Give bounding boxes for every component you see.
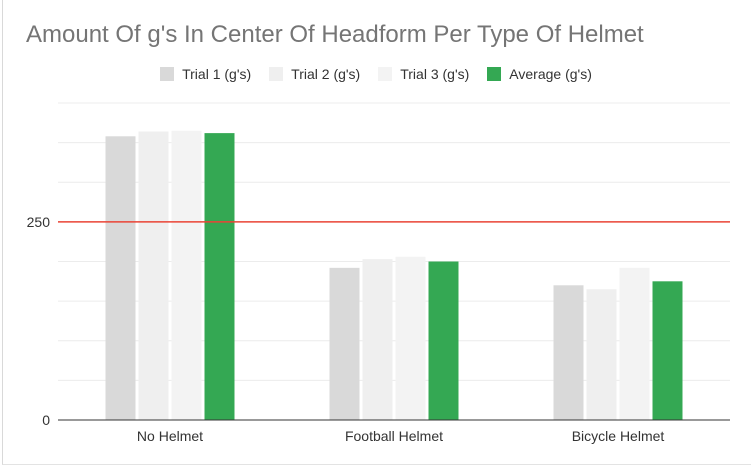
legend-item-trial-3[interactable]: Trial 3 (g's) — [378, 66, 469, 82]
bar-1-2 — [586, 289, 617, 420]
x-tick-label: Bicycle Helmet — [572, 428, 665, 444]
x-tick-label: No Helmet — [137, 428, 203, 444]
bar-0-2 — [553, 285, 584, 420]
legend-label-trial-3: Trial 3 (g's) — [400, 66, 470, 82]
bar-3-0 — [204, 133, 235, 421]
x-tick-label: Football Helmet — [345, 428, 443, 444]
legend-item-average[interactable]: Average (g's) — [487, 66, 592, 82]
legend-swatch-average — [487, 67, 502, 81]
legend-item-trial-1[interactable]: Trial 1 (g's) — [160, 66, 251, 82]
bar-0-0 — [105, 136, 136, 420]
legend-item-trial-2[interactable]: Trial 2 (g's) — [269, 66, 360, 82]
legend-label-trial-1: Trial 1 (g's) — [182, 66, 252, 82]
bar-2-1 — [395, 256, 426, 420]
legend-swatch-trial-1 — [160, 67, 175, 81]
legend-label-average: Average (g's) — [509, 66, 592, 82]
chart-title: Amount Of g's In Center Of Headform Per … — [26, 21, 644, 48]
bar-2-2 — [619, 267, 650, 420]
y-tick-label: 0 — [42, 412, 50, 428]
bar-3-1 — [428, 261, 459, 420]
legend-swatch-trial-3 — [378, 67, 393, 81]
legend: Trial 1 (g's) Trial 2 (g's) Trial 3 (g's… — [0, 64, 752, 84]
legend-label-trial-2: Trial 2 (g's) — [291, 66, 361, 82]
bar-0-1 — [329, 267, 360, 420]
bar-2-0 — [171, 130, 202, 421]
y-tick-label: 250 — [27, 214, 51, 230]
bar-1-1 — [362, 259, 393, 420]
legend-swatch-trial-2 — [269, 67, 284, 81]
bar-3-2 — [652, 281, 683, 420]
bar-1-0 — [138, 131, 169, 420]
